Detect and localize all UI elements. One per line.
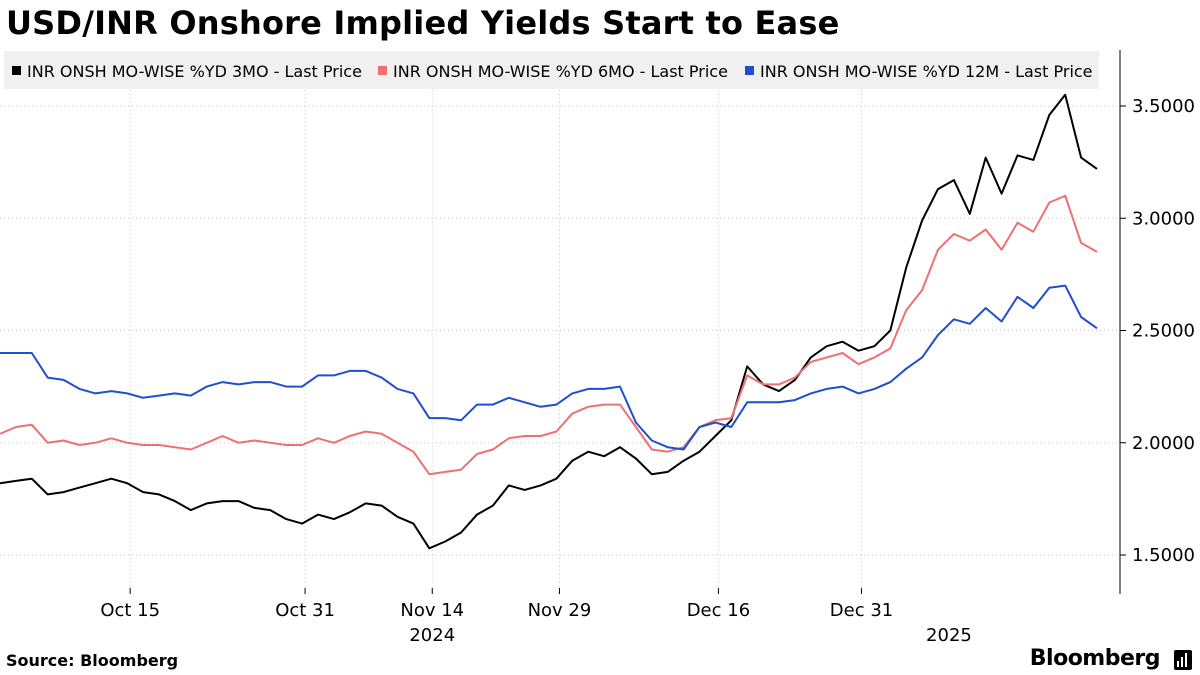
x-tick-label: Dec 16 [687,600,750,621]
series-line-3mo [0,93,1098,550]
legend-label-6mo: INR ONSH MO-WISE %YD 6MO - Last Price [393,62,728,81]
x-tick-label: Nov 14 [400,600,464,621]
y-tick-label: 1.5000 [1132,545,1195,566]
series-layer [0,93,1098,550]
y-tick-label: 3.5000 [1132,96,1195,117]
y-tick-label: 2.5000 [1132,321,1195,342]
x-year-label: 2024 [409,625,455,646]
legend-swatch-3mo [12,66,21,75]
source-note: Source: Bloomberg [6,651,179,670]
bar-chart-icon [1174,650,1192,670]
legend-swatch-6mo [378,66,387,75]
series-line-12m [0,284,1098,451]
series-line-6mo [0,194,1098,476]
brand-logo: Bloomberg [1029,646,1161,671]
legend[interactable]: INR ONSH MO-WISE %YD 3MO - Last Price INR… [4,51,1099,89]
chart-title: USD/INR Onshore Implied Yields Start to … [6,4,840,42]
x-year-label: 2025 [926,625,972,646]
axis-layer: 1.5000 2.0000 2.5000 3.0000 3.5000 Oct 15 Oct … [100,50,1195,646]
x-tick-label: Oct 15 [100,600,160,621]
legend-swatch-12m [745,66,754,75]
x-tick-label: Oct 31 [275,600,335,621]
x-tick-label: Dec 31 [830,600,893,621]
grid-layer [0,70,1120,594]
y-tick-label: 3.0000 [1132,208,1195,229]
legend-label-3mo: INR ONSH MO-WISE %YD 3MO - Last Price [27,62,362,81]
y-tick-label: 2.0000 [1132,433,1195,454]
x-tick-label: Nov 29 [528,600,592,621]
legend-background [4,51,1099,89]
legend-label-12m: INR ONSH MO-WISE %YD 12M - Last Price [760,62,1093,81]
